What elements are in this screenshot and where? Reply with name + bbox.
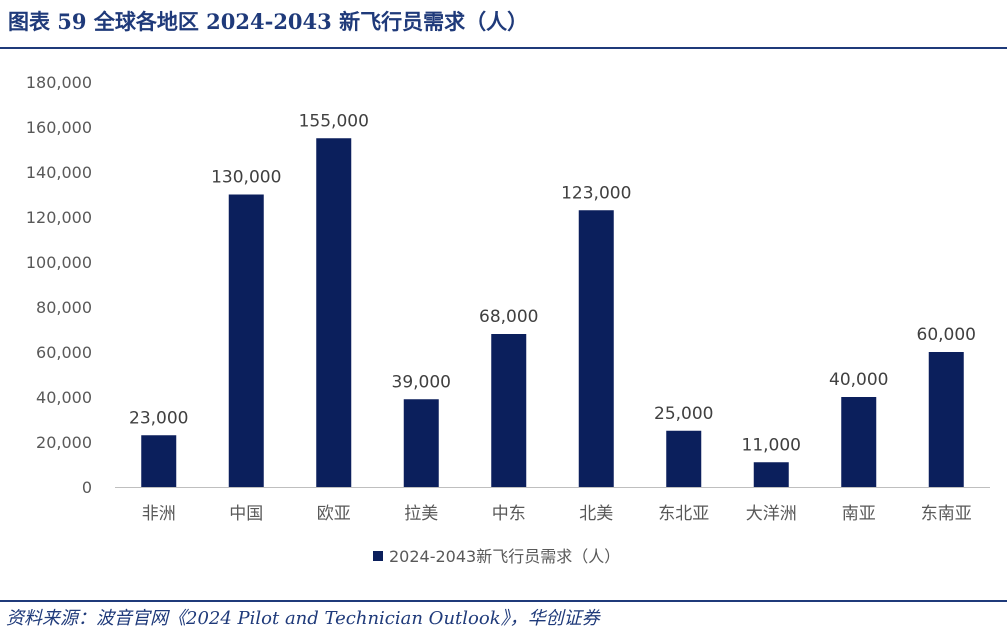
x-tick-label: 中东	[492, 504, 526, 524]
x-tick-label: 南亚	[842, 504, 876, 524]
data-label: 25,000	[654, 404, 713, 424]
y-tick-label: 80,000	[36, 298, 92, 317]
x-tick-label: 东北亚	[658, 504, 709, 524]
y-tick-label: 100,000	[26, 253, 92, 272]
y-tick-label: 140,000	[26, 163, 92, 182]
x-tick-label: 东南亚	[921, 504, 972, 524]
data-label: 39,000	[392, 372, 451, 392]
source-note: 资料来源：波音官网《2024 Pilot and Technician Outl…	[6, 608, 600, 629]
bar	[141, 435, 177, 487]
x-tick-label: 北美	[579, 504, 613, 524]
y-tick-label: 120,000	[26, 208, 92, 227]
bar	[403, 399, 439, 487]
bars	[141, 138, 964, 487]
bar	[666, 430, 702, 487]
x-tick-label: 中国	[229, 504, 263, 524]
bar	[841, 397, 877, 487]
y-tick-label: 40,000	[36, 388, 92, 407]
data-label: 130,000	[211, 168, 281, 188]
bar	[316, 138, 352, 487]
bar	[753, 462, 789, 487]
y-tick-label: 0	[82, 478, 92, 497]
chart-title: 图表 59 全球各地区 2024-2043 新飞行员需求（人）	[8, 9, 529, 34]
data-label: 40,000	[829, 370, 888, 390]
y-tick-label: 20,000	[36, 433, 92, 452]
bar	[228, 194, 264, 487]
bar	[578, 210, 614, 487]
x-tick-label: 欧亚	[317, 504, 351, 524]
legend-label: 2024-2043新飞行员需求（人）	[389, 547, 620, 566]
data-labels: 23,000 130,000 155,000 39,000 68,000 123,000 2…	[129, 111, 976, 455]
bar	[928, 352, 964, 487]
bar	[491, 334, 527, 487]
data-label: 23,000	[129, 408, 188, 428]
x-tick-label: 非洲	[142, 504, 176, 524]
y-axis: 0 20,000 40,000 60,000 80,000 100,000 120,000 1…	[26, 73, 92, 497]
y-tick-label: 60,000	[36, 343, 92, 362]
x-axis: 非洲 中国 欧亚 拉美 中东 北美 东北亚 大洋洲 南亚 东南亚	[142, 504, 972, 524]
data-label: 68,000	[479, 307, 538, 327]
data-label: 123,000	[561, 183, 631, 203]
data-label: 60,000	[917, 325, 976, 345]
title-divider	[0, 47, 1007, 49]
y-tick-label: 180,000	[26, 73, 92, 92]
legend: 2024-2043新飞行员需求（人）	[373, 547, 620, 566]
legend-swatch	[373, 551, 383, 561]
y-tick-label: 160,000	[26, 118, 92, 137]
source-divider	[0, 600, 1007, 602]
data-label: 155,000	[299, 111, 369, 131]
bar-chart: 0 20,000 40,000 60,000 80,000 100,000 120,000 1…	[26, 73, 990, 566]
x-tick-label: 拉美	[404, 504, 438, 524]
x-tick-label: 大洋洲	[746, 504, 797, 524]
data-label: 11,000	[742, 435, 801, 455]
